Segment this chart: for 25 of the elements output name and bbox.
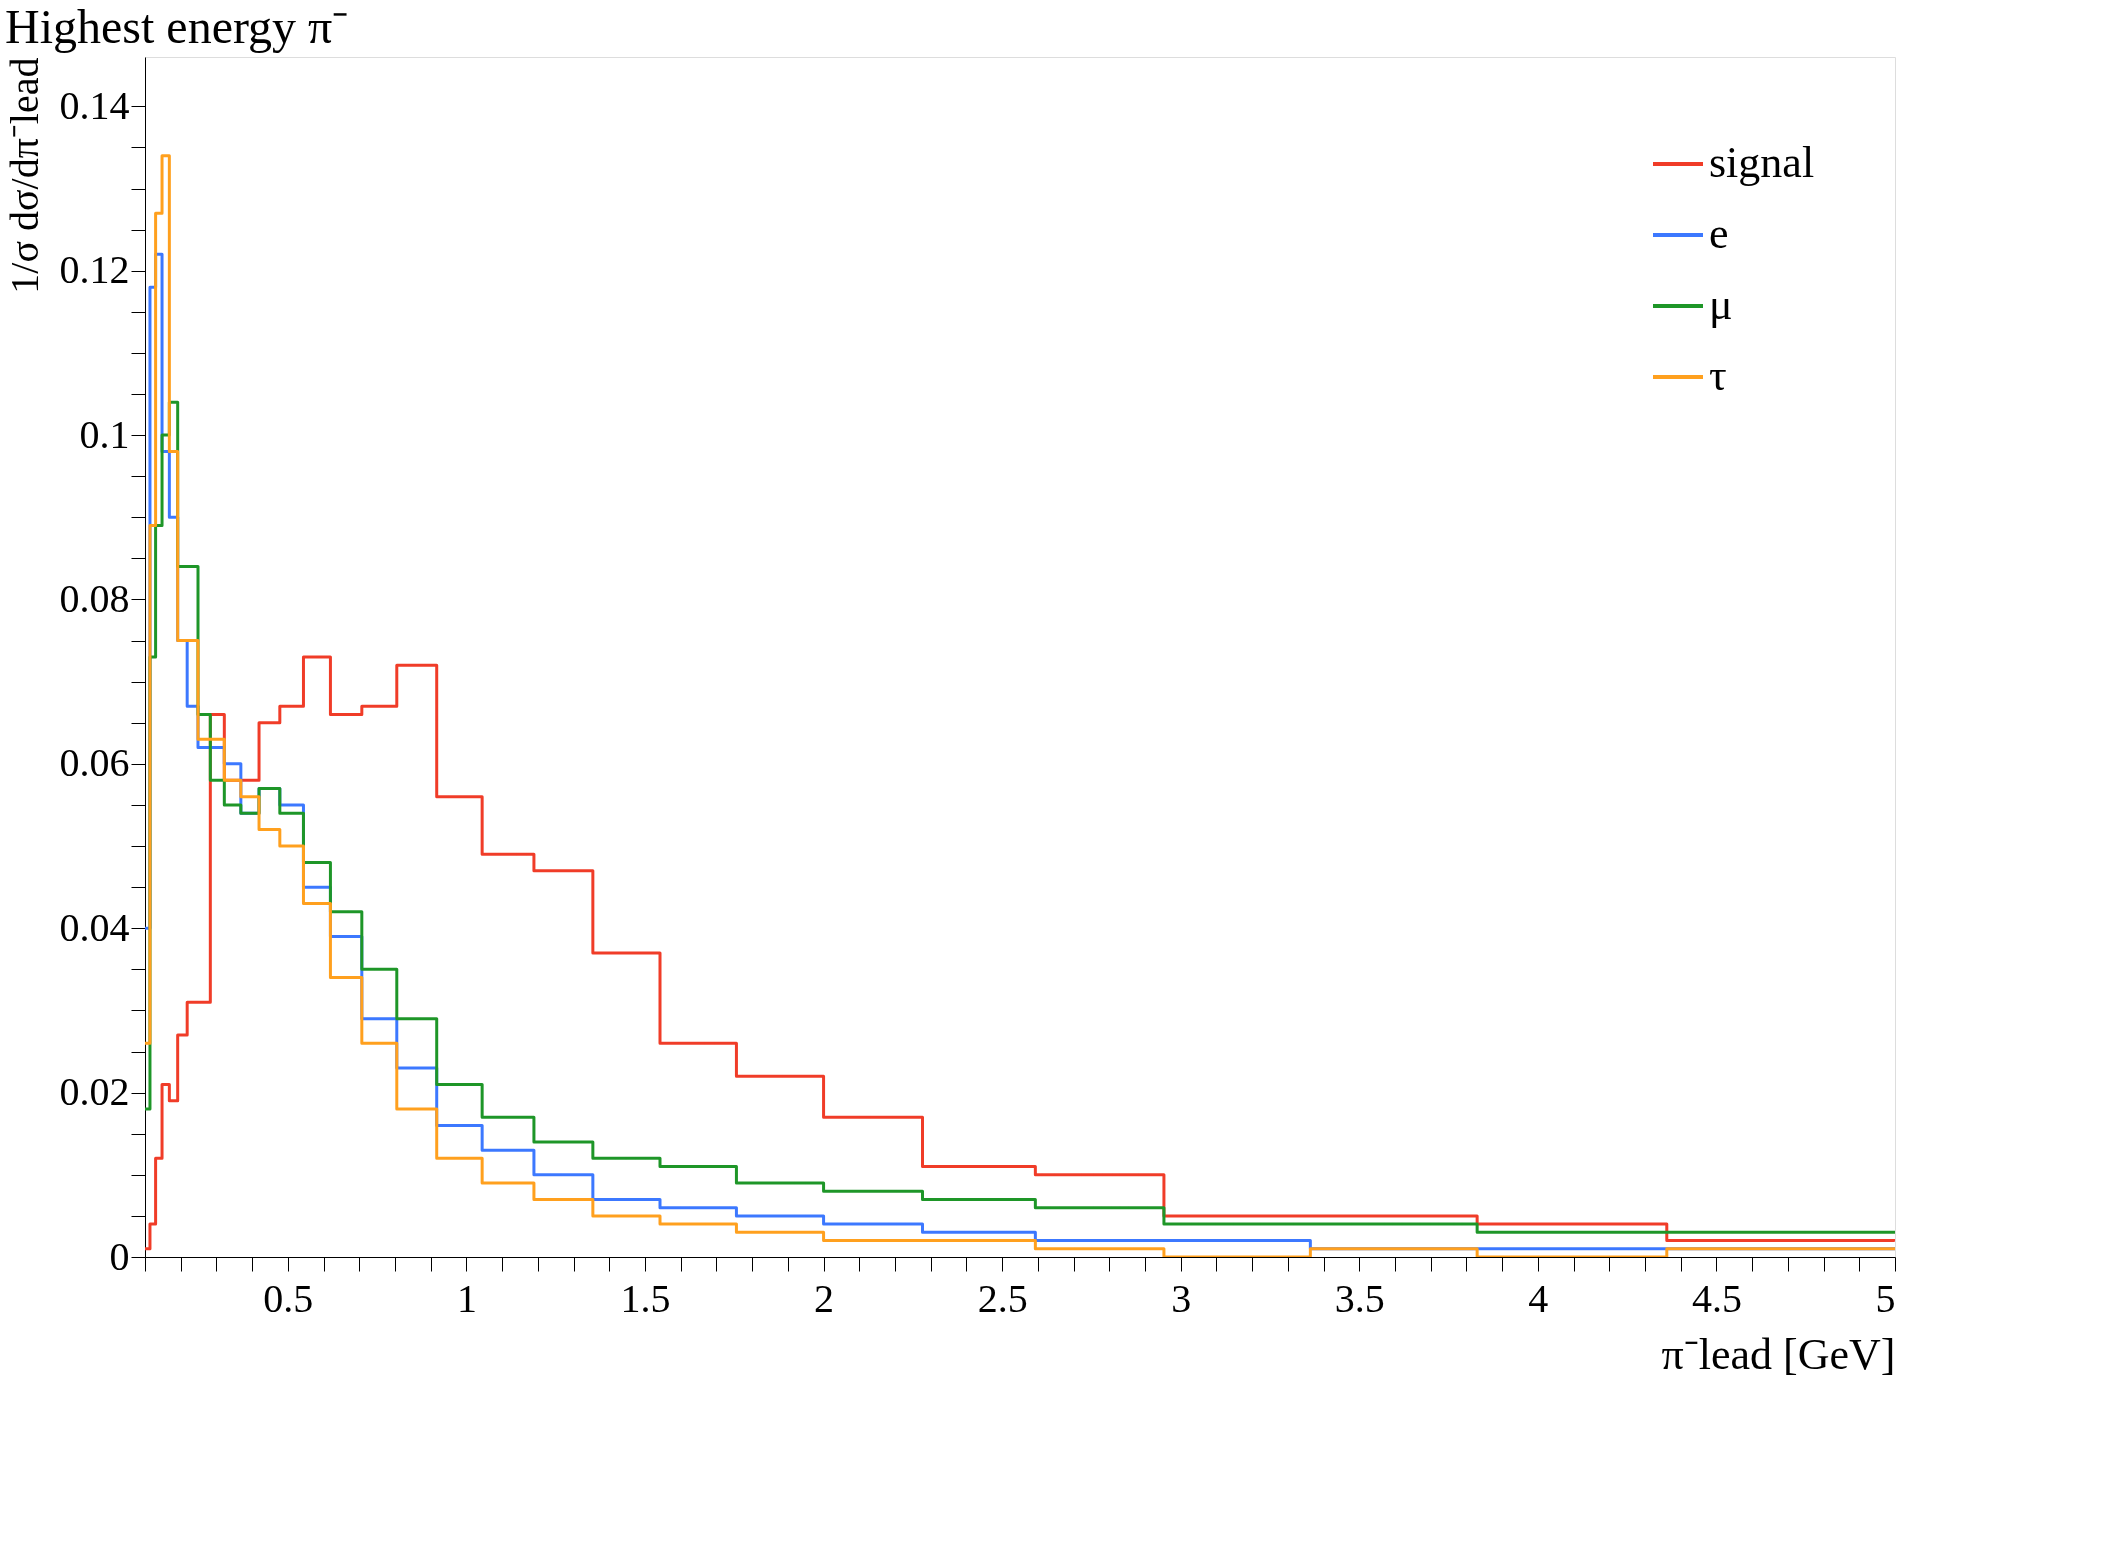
- chart-title: Highest energy π⁻: [5, 0, 349, 53]
- y-tick-label: 0: [109, 1233, 130, 1279]
- y-tick-label: 0.02: [59, 1069, 130, 1115]
- x-tick-label: 4: [1528, 1275, 1549, 1321]
- x-tick-label: 1.5: [620, 1275, 671, 1321]
- x-tick-label: 3: [1171, 1275, 1192, 1321]
- y-tick-label: 0.04: [59, 904, 130, 950]
- y-tick-label: 0.06: [59, 740, 130, 786]
- x-tick-label: 5: [1875, 1275, 1896, 1321]
- y-tick-label: 0.14: [59, 82, 130, 128]
- x-axis-title: π⁻lead [GeV]: [1661, 1329, 1896, 1379]
- legend-label: τ: [1709, 351, 1727, 400]
- x-tick-label: 0.5: [263, 1275, 314, 1321]
- x-tick-label: 2.5: [977, 1275, 1028, 1321]
- legend-label: signal: [1709, 138, 1815, 187]
- x-tick-label: 3.5: [1334, 1275, 1385, 1321]
- y-tick-label: 0.12: [59, 247, 130, 293]
- x-tick-label: 2: [814, 1275, 835, 1321]
- legend-label: e: [1709, 209, 1729, 258]
- legend-label: μ: [1709, 280, 1733, 329]
- y-tick-label: 0.1: [79, 411, 130, 457]
- y-axis-title: 1/σ dσ/dπ⁻lead: [1, 57, 47, 294]
- y-tick-label: 0.08: [59, 575, 130, 621]
- x-tick-label: 1: [456, 1275, 477, 1321]
- x-tick-label: 4.5: [1691, 1275, 1742, 1321]
